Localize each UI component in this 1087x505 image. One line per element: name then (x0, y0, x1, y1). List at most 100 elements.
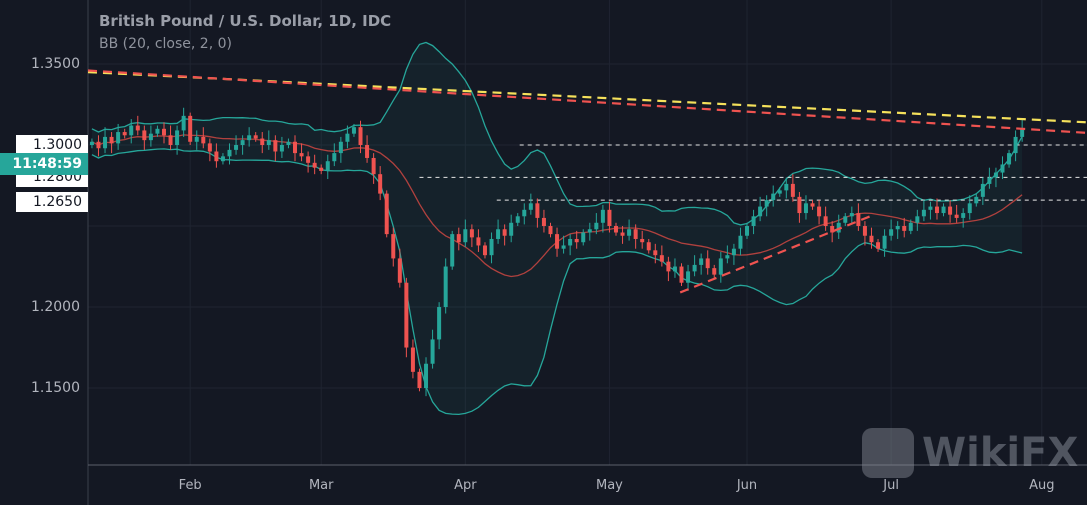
candle-body (561, 245, 566, 249)
candle-body (679, 266, 684, 283)
candle-body (613, 226, 618, 233)
candle-body (581, 232, 586, 243)
candle-body (129, 125, 134, 136)
candle-body (247, 135, 252, 141)
candle-body (587, 229, 592, 233)
candle-body (627, 229, 632, 236)
candle-body (764, 200, 769, 207)
candle-body (941, 206, 946, 214)
candle-body (862, 226, 867, 236)
candle-body (731, 248, 736, 256)
candle-body (718, 258, 723, 275)
trendline-red-support (679, 215, 871, 294)
candle-body (777, 190, 782, 194)
candle-body (555, 234, 560, 249)
candle-body (365, 145, 370, 158)
candle-body (836, 222, 841, 233)
candle-body (653, 250, 658, 256)
indicator-label[interactable]: BB (20, close, 2, 0) (99, 36, 232, 52)
candle-body (430, 339, 435, 364)
candle-body (397, 258, 402, 283)
candle-body (345, 133, 350, 142)
price-level-label: 1.3000 (16, 135, 88, 155)
candle-body (810, 203, 815, 207)
candle-body (142, 130, 147, 141)
candle-body (594, 222, 599, 230)
chart-legend: British Pound / U.S. Dollar, 1D, IDC BB … (99, 12, 391, 52)
candle-body (181, 115, 186, 131)
candle-body (319, 167, 324, 171)
candle-body (502, 229, 507, 236)
candle-body (908, 222, 913, 231)
candle-body (437, 307, 442, 340)
candle-body (214, 151, 219, 162)
candle-body (122, 132, 127, 136)
candle-body (201, 136, 206, 144)
time-axis-label: Jun (736, 478, 758, 493)
candle-body (338, 141, 343, 154)
candle-body (849, 213, 854, 217)
candle-body (607, 209, 612, 227)
candle-body (463, 229, 468, 243)
candle-body (1013, 136, 1018, 154)
candle-body (574, 238, 579, 243)
candle-body (758, 206, 763, 217)
candle-body (646, 242, 651, 251)
time-axis-label: Aug (1029, 478, 1055, 493)
candle-body (273, 140, 278, 152)
countdown-price-label: 11:48:59 (0, 152, 88, 175)
candle-body (620, 232, 625, 236)
candle-body (293, 141, 298, 154)
candle-body (109, 136, 114, 144)
candle-body (417, 371, 422, 389)
candle-body (1000, 164, 1005, 173)
candle-body (692, 264, 697, 272)
candle-body (790, 183, 795, 197)
candle-body (882, 235, 887, 249)
candle-body (240, 140, 245, 146)
time-axis-label: May (595, 478, 623, 493)
candle-body (266, 140, 271, 146)
candle-body (489, 238, 494, 256)
candle-body (378, 174, 383, 194)
time-axis-label: Apr (454, 478, 477, 493)
candle-body (967, 203, 972, 214)
candle-body (948, 206, 953, 215)
candle-body (443, 266, 448, 308)
candle-body (974, 196, 979, 204)
candle-body (980, 183, 985, 197)
candle-body (915, 216, 920, 223)
candle-body (227, 149, 232, 157)
candle-body (404, 282, 409, 348)
price-axis-label: 1.1500 (31, 380, 80, 397)
candle-body (1007, 153, 1012, 165)
candle-body (155, 128, 160, 134)
candle-body (299, 153, 304, 157)
candle-body (424, 363, 429, 389)
candle-body (528, 203, 533, 210)
candle-body (286, 141, 291, 146)
candle-body (856, 213, 861, 227)
candle-body (830, 226, 835, 233)
candle-body (279, 145, 284, 152)
candle-body (194, 136, 199, 142)
candle-body (456, 234, 461, 243)
price-axis-label: 1.2000 (31, 299, 80, 316)
candle-body (515, 216, 520, 223)
candle-body (161, 128, 166, 136)
candle-body (253, 135, 258, 139)
candle-body (993, 172, 998, 178)
candle-body (987, 177, 992, 184)
candle-body (633, 229, 638, 239)
candle-body (797, 196, 802, 214)
candle-body (934, 206, 939, 214)
candle-body (135, 125, 140, 131)
candle-body (928, 206, 933, 210)
candle-body (568, 238, 573, 246)
candle-body (784, 183, 789, 191)
candle-body (745, 226, 750, 236)
candle-body (954, 214, 959, 218)
candle-body (332, 153, 337, 162)
time-axis-label: Feb (178, 478, 202, 493)
